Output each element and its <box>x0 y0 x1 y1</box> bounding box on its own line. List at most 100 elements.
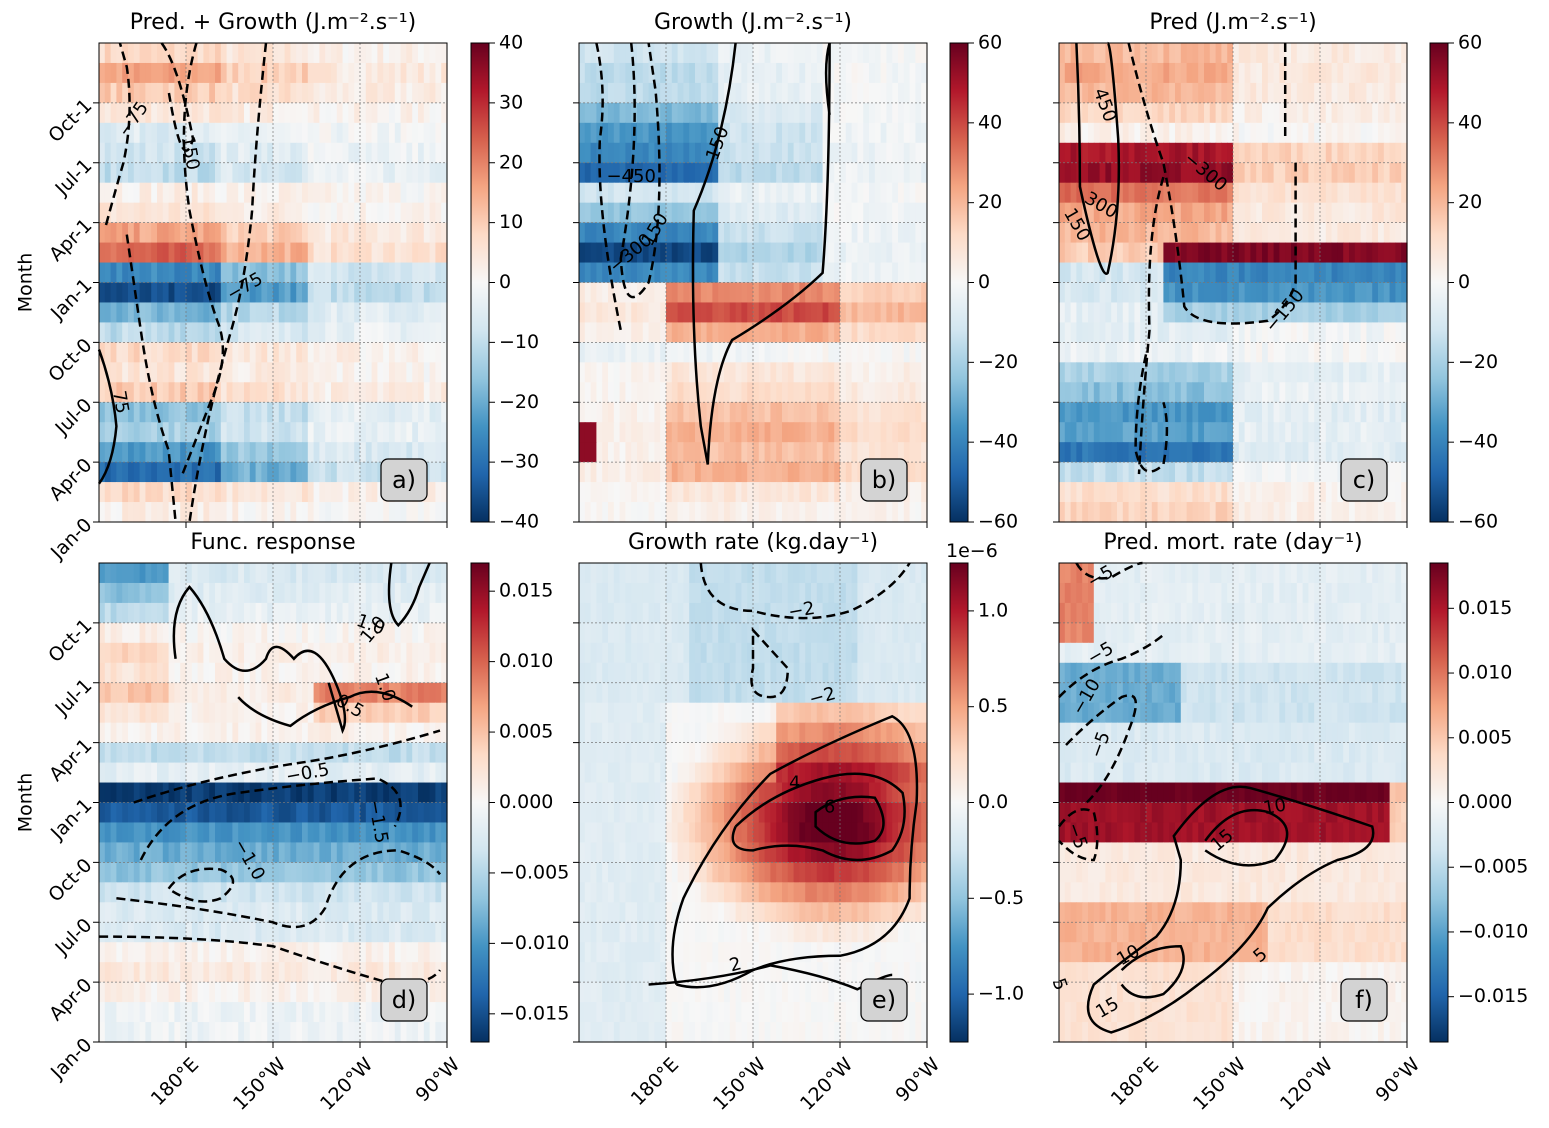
heatmap-cell <box>284 342 291 363</box>
heatmap-cell <box>822 442 829 463</box>
heatmap-cell <box>1273 242 1280 264</box>
heatmap-cell <box>1343 422 1350 443</box>
heatmap-cell <box>104 322 112 343</box>
heatmap-cell <box>1227 102 1234 124</box>
heatmap-cell <box>1256 82 1263 104</box>
heatmap-cell <box>307 662 315 684</box>
heatmap-cell <box>400 162 407 184</box>
heatmap-cell <box>1157 202 1164 224</box>
heatmap-cell <box>1140 222 1147 244</box>
heatmap-cell <box>1285 402 1292 423</box>
heatmap-cell <box>371 62 378 84</box>
heatmap-cell <box>389 382 396 403</box>
heatmap-cell <box>220 202 228 224</box>
heatmap-cell <box>625 502 632 523</box>
heatmap-cell <box>863 202 870 224</box>
heatmap-cell <box>886 242 893 264</box>
heatmap-cell <box>805 462 812 483</box>
heatmap-cell <box>261 662 268 684</box>
heatmap-cell <box>892 362 899 383</box>
colorbar <box>949 42 969 523</box>
heatmap-cell <box>383 502 390 523</box>
heatmap-cell <box>671 262 679 284</box>
heatmap-cell <box>1395 43 1402 64</box>
heatmap-cell <box>1128 242 1135 264</box>
heatmap-cell <box>1157 422 1164 443</box>
heatmap-cell <box>238 422 245 443</box>
heatmap-cell <box>139 382 146 403</box>
heatmap-cell <box>261 563 268 584</box>
heatmap-cell <box>1262 502 1269 523</box>
heatmap-cell <box>313 282 320 304</box>
heatmap-cell <box>278 182 286 204</box>
heatmap-cell <box>389 642 396 664</box>
heatmap-cell <box>584 222 592 244</box>
heatmap-cell <box>110 362 117 383</box>
heatmap-cell <box>1262 442 1269 463</box>
heatmap-cell <box>342 222 349 244</box>
heatmap-cell <box>1157 302 1164 324</box>
heatmap-cell <box>886 82 893 104</box>
heatmap-cell <box>758 43 766 64</box>
heatmap-cell <box>683 282 690 304</box>
heatmap-cell <box>1401 262 1408 284</box>
heatmap-cell <box>1389 182 1396 204</box>
heatmap-cell <box>1267 502 1275 523</box>
heatmap-cell <box>590 462 597 483</box>
heatmap-cell <box>666 302 673 324</box>
heatmap-cell <box>1088 142 1095 164</box>
heatmap-cell <box>255 162 262 184</box>
heatmap-cell <box>110 222 117 244</box>
heatmap-cell <box>1221 202 1228 224</box>
heatmap-cell <box>590 382 597 403</box>
heatmap-cell <box>157 402 164 423</box>
heatmap-cell <box>1366 182 1373 204</box>
heatmap-cell <box>584 242 592 264</box>
heatmap-cell <box>857 502 864 523</box>
heatmap-cell <box>354 282 361 304</box>
heatmap-cell <box>1337 502 1344 523</box>
heatmap-cell <box>1146 442 1153 463</box>
heatmap-cell <box>1157 62 1164 84</box>
heatmap-cell <box>642 43 650 64</box>
heatmap-cell <box>1128 122 1135 144</box>
heatmap-cell <box>1134 142 1141 164</box>
heatmap-cell <box>232 82 239 104</box>
heatmap-cell <box>799 182 806 204</box>
heatmap-cell <box>267 322 274 343</box>
heatmap-cell <box>255 182 262 204</box>
heatmap-cell <box>700 402 708 423</box>
heatmap-cell <box>1157 282 1164 304</box>
heatmap-cell <box>1279 102 1286 124</box>
heatmap-cell <box>596 362 603 383</box>
heatmap-cell <box>441 62 448 84</box>
heatmap-cell <box>435 162 442 184</box>
heatmap-cell <box>1331 142 1338 164</box>
heatmap-cell <box>220 362 228 383</box>
heatmap-cell <box>1360 142 1367 164</box>
heatmap-cell <box>145 202 152 224</box>
heatmap-cell <box>1320 142 1327 164</box>
heatmap-cell <box>816 462 824 483</box>
heatmap-cell <box>400 202 407 224</box>
heatmap-cell <box>1308 362 1315 383</box>
heatmap-cell <box>1302 422 1309 443</box>
heatmap-cell <box>1180 102 1188 124</box>
heatmap-cell <box>215 162 222 184</box>
heatmap-cell <box>307 382 315 403</box>
heatmap-cell <box>741 162 748 184</box>
heatmap-cell <box>1134 242 1141 264</box>
heatmap-cell <box>1140 422 1147 443</box>
heatmap-cell <box>325 62 332 84</box>
heatmap-cell <box>168 262 175 284</box>
heatmap-cell <box>238 102 245 124</box>
heatmap-cell <box>389 202 396 224</box>
heatmap-cell <box>845 102 853 124</box>
heatmap-cell <box>1267 43 1275 64</box>
heatmap-cell <box>840 302 847 324</box>
heatmap-cell <box>1296 102 1304 124</box>
heatmap-cell <box>1070 182 1077 204</box>
heatmap-cell <box>1059 102 1066 124</box>
heatmap-cell <box>104 442 112 463</box>
heatmap-cell <box>776 162 783 184</box>
